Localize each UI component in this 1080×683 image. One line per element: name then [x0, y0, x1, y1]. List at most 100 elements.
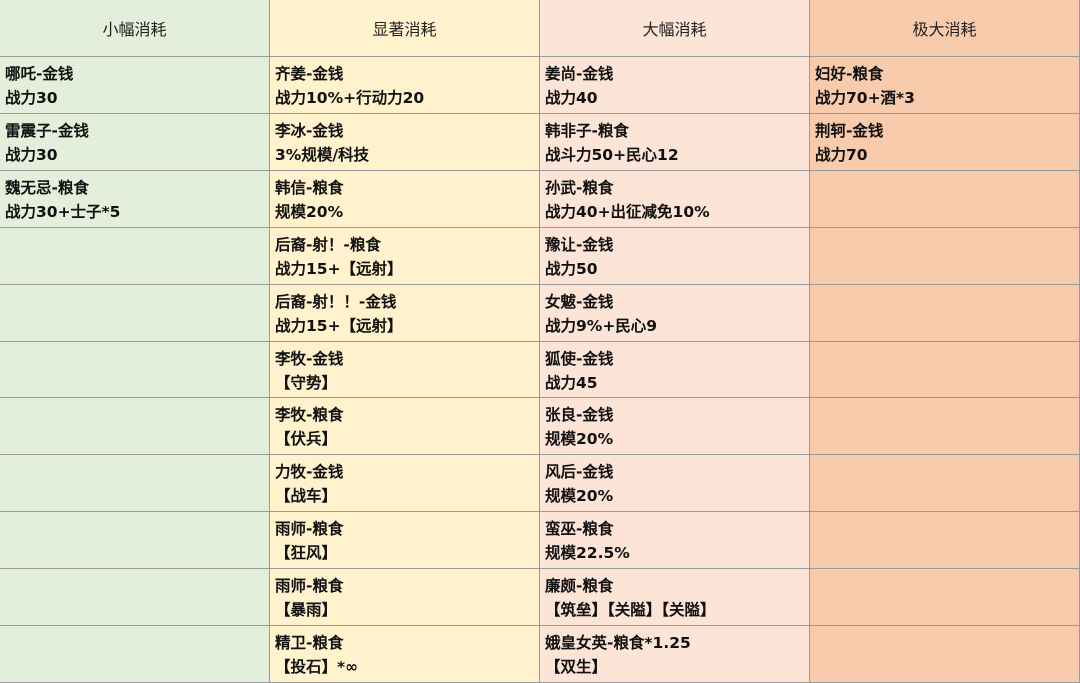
item-name: 李牧-粮食 — [275, 406, 344, 425]
item-name: 风后-金钱 — [545, 463, 614, 482]
table-cell — [0, 284, 270, 342]
item-effect: 规模20% — [275, 202, 344, 221]
table-cell: 后裔-射！-粮食 战力15+【远射】 — [270, 227, 540, 285]
item-effect: 战力45 — [545, 373, 598, 392]
table-cell — [0, 455, 270, 513]
item-name: 后裔-射！！-金钱 — [275, 292, 397, 311]
table-cell: 雨师-粮食【暴雨】 — [270, 569, 540, 627]
item-effect: 战斗力50+民心12 — [545, 145, 679, 164]
table-cell: 娥皇女英-粮食*1.25 【双生】 — [540, 626, 810, 683]
item-effect: 3%规模/科技 — [275, 145, 369, 164]
table-cell: 蛮巫-粮食规模22.5% — [540, 512, 810, 570]
table-cell — [810, 227, 1080, 285]
item-name: 后裔-射！-粮食 — [275, 235, 381, 254]
item-name: 力牧-金钱 — [275, 463, 344, 482]
item-name: 魏无忌-粮食 — [5, 178, 89, 197]
item-effect: 【暴雨】 — [275, 601, 338, 620]
item-effect: 战力50 — [545, 259, 598, 278]
table-cell — [810, 512, 1080, 570]
item-name: 雨师-粮食 — [275, 520, 344, 539]
table-cell — [0, 398, 270, 456]
item-name: 孙武-粮食 — [545, 178, 614, 197]
item-name: 张良-金钱 — [545, 406, 614, 425]
table-cell: 风后-金钱规模20% — [540, 455, 810, 513]
table-cell: 李牧-金钱【守势】 — [270, 341, 540, 399]
table-cell: 雷震子-金钱 战力30 — [0, 113, 270, 171]
item-effect: 【筑垒】【关隘】【关隘】 — [545, 601, 716, 620]
item-name: 娥皇女英-粮食*1.25 — [545, 634, 691, 653]
item-effect: 战力15+【远射】 — [275, 316, 403, 335]
item-name: 雷震子-金钱 — [5, 121, 89, 140]
table-cell — [810, 341, 1080, 399]
item-name: 蛮巫-粮食 — [545, 520, 614, 539]
item-effect: 【战车】 — [275, 487, 338, 506]
table-cell: 姜尚-金钱战力40 — [540, 57, 810, 114]
table-cell — [810, 626, 1080, 683]
table-cell: 豫让-金钱战力50 — [540, 227, 810, 285]
table-cell — [0, 341, 270, 399]
item-name: 姜尚-金钱 — [545, 65, 614, 83]
table-cell: 精卫-粮食【投石】*∞ — [270, 626, 540, 683]
item-effect: 【投石】*∞ — [275, 658, 359, 677]
table-cell: 李牧-粮食【伏兵】 — [270, 398, 540, 456]
item-name: 妇好-粮食 — [815, 65, 884, 83]
item-name: 李牧-金钱 — [275, 349, 344, 368]
item-name: 荆轲-金钱 — [815, 121, 884, 140]
table-cell: 雨师-粮食【狂风】 — [270, 512, 540, 570]
table-cell — [0, 626, 270, 683]
column-header: 显著消耗 — [270, 0, 540, 57]
item-name: 豫让-金钱 — [545, 235, 614, 254]
table-cell: 李冰-金钱 3%规模/科技 — [270, 113, 540, 171]
table-cell — [810, 569, 1080, 627]
column-header: 大幅消耗 — [540, 0, 810, 57]
table-cell — [810, 455, 1080, 513]
table-cell — [0, 512, 270, 570]
table-cell: 力牧-金钱【战车】 — [270, 455, 540, 513]
table-cell — [0, 227, 270, 285]
item-effect: 战力30 — [5, 89, 58, 107]
item-name: 韩非子-粮食 — [545, 121, 629, 140]
item-effect: 战力10%+行动力20 — [275, 89, 425, 107]
table-cell: 后裔-射！！-金钱 战力15+【远射】 — [270, 284, 540, 342]
table-cell: 韩信-粮食规模20% — [270, 170, 540, 228]
item-effect: 【狂风】 — [275, 544, 338, 563]
table-cell — [0, 569, 270, 627]
item-name: 廉颇-粮食 — [545, 577, 614, 596]
column-header: 小幅消耗 — [0, 0, 270, 57]
item-effect: 战力30 — [5, 145, 58, 164]
item-effect: 战力9%+民心9 — [545, 316, 658, 335]
item-effect: 战力40+出征减免10% — [545, 202, 710, 221]
item-name: 李冰-金钱 — [275, 121, 344, 140]
table-cell: 狐使-金钱战力45 — [540, 341, 810, 399]
table-cell: 荆轲-金钱战力70 — [810, 113, 1080, 171]
item-effect: 规模20% — [545, 487, 614, 506]
item-effect: 战力70 — [815, 145, 868, 164]
item-effect: 规模22.5% — [545, 544, 630, 563]
item-effect: 战力30+士子*5 — [5, 202, 121, 221]
table-cell — [810, 284, 1080, 342]
item-effect: 战力40 — [545, 89, 598, 107]
table-cell: 哪吒-金钱战力30 — [0, 57, 270, 114]
item-name: 精卫-粮食 — [275, 634, 344, 653]
item-name: 齐姜-金钱 — [275, 65, 344, 83]
table-cell — [810, 170, 1080, 228]
table-cell: 女魃-金钱战力9%+民心9 — [540, 284, 810, 342]
item-effect: 【双生】 — [545, 658, 608, 677]
item-name: 女魃-金钱 — [545, 292, 614, 311]
item-effect: 【守势】 — [275, 373, 338, 392]
item-name: 雨师-粮食 — [275, 577, 344, 596]
table-cell: 孙武-粮食战力40+出征减免10% — [540, 170, 810, 228]
item-effect: 【伏兵】 — [275, 430, 338, 449]
table-cell: 张良-金钱规模20% — [540, 398, 810, 456]
table-cell: 齐姜-金钱战力10%+行动力20 — [270, 57, 540, 114]
item-name: 韩信-粮食 — [275, 178, 344, 197]
item-effect: 战力70+酒*3 — [815, 89, 915, 107]
item-effect: 规模20% — [545, 430, 614, 449]
item-name: 狐使-金钱 — [545, 349, 614, 368]
table-cell: 妇好-粮食战力70+酒*3 — [810, 57, 1080, 114]
column-header: 极大消耗 — [810, 0, 1080, 57]
item-name: 哪吒-金钱 — [5, 65, 74, 83]
table-cell: 廉颇-粮食【筑垒】【关隘】【关隘】 — [540, 569, 810, 627]
table-cell: 魏无忌-粮食战力30+士子*5 — [0, 170, 270, 228]
